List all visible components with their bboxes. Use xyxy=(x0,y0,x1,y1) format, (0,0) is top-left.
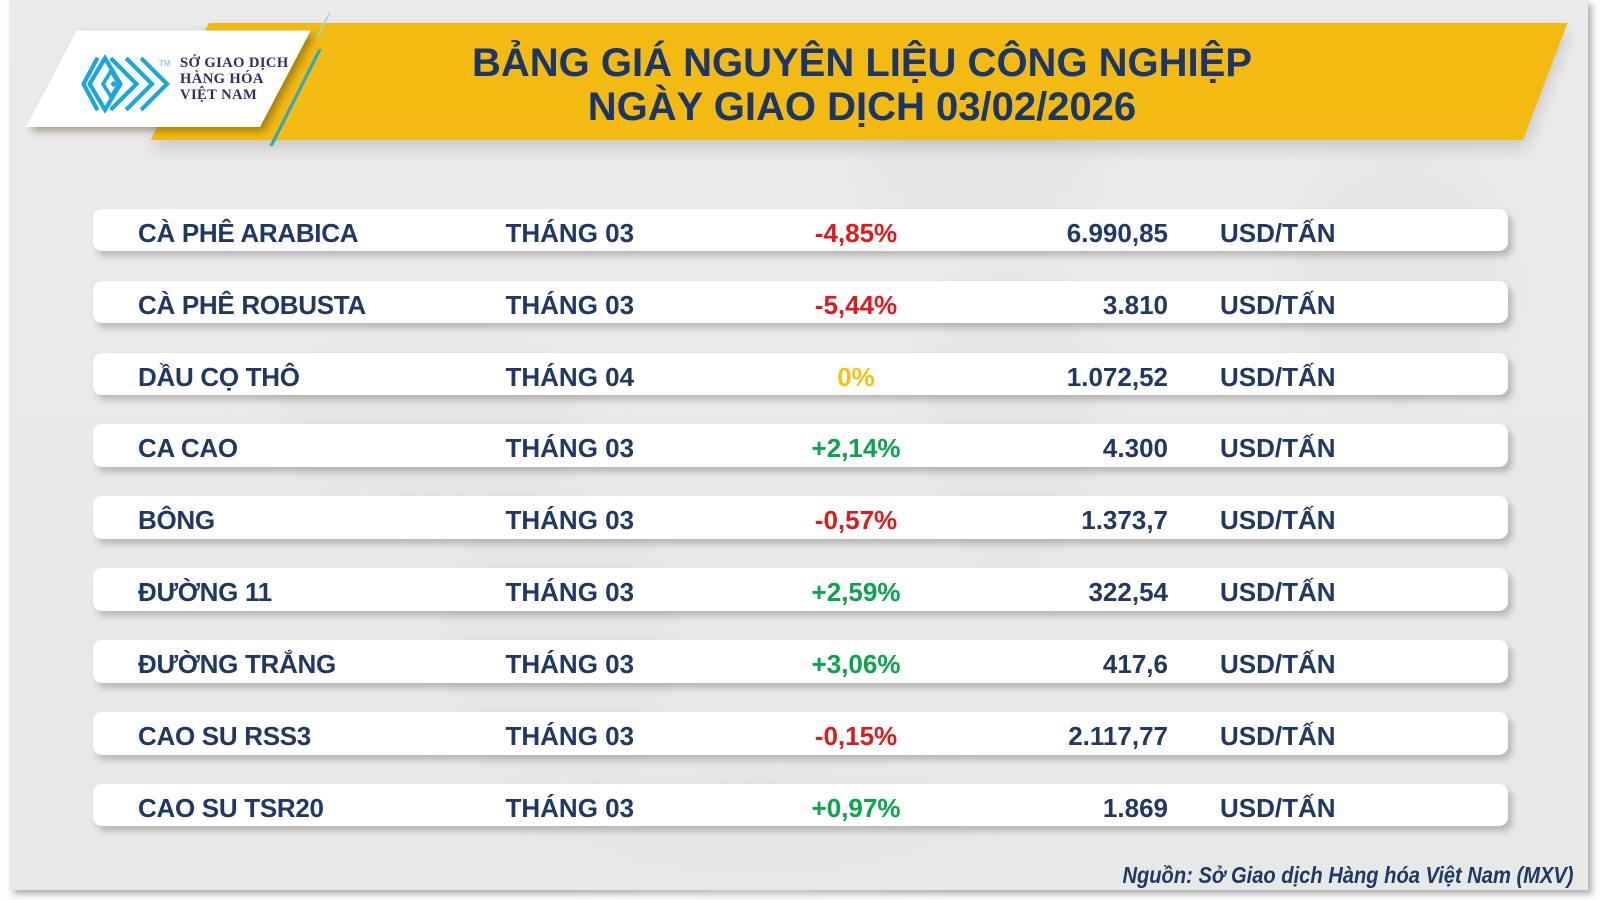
svg-text:TM: TM xyxy=(159,59,171,68)
